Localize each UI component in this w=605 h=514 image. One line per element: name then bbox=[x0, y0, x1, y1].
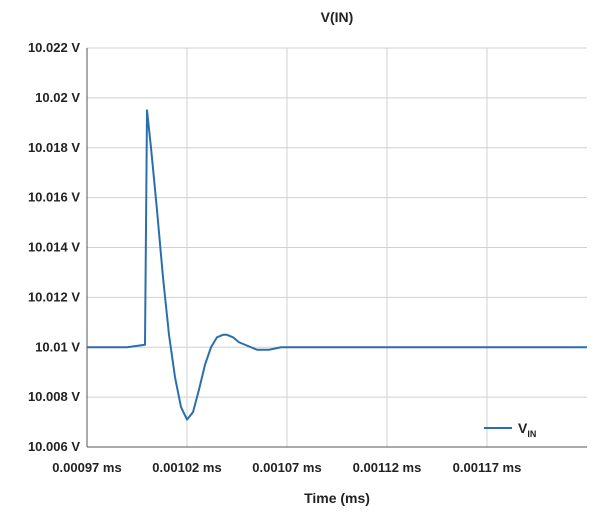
axes bbox=[86, 48, 587, 448]
y-tick-label: 10.018 V bbox=[28, 140, 80, 155]
series-layer bbox=[87, 109, 587, 421]
y-tick-label: 10.022 V bbox=[28, 40, 80, 55]
y-tick-label: 10.008 V bbox=[28, 389, 80, 404]
x-tick-label: 0.00102 ms bbox=[152, 460, 221, 475]
legend-label: VIN bbox=[518, 420, 536, 439]
y-tick-label: 10.016 V bbox=[28, 190, 80, 205]
chart-title: V(IN) bbox=[321, 9, 354, 25]
x-axis-title: Time (ms) bbox=[304, 490, 370, 506]
legend: VIN bbox=[484, 420, 536, 439]
grid bbox=[86, 47, 587, 448]
x-axis-ticks: 0.00097 ms 0.00102 ms 0.00107 ms 0.00112 ms… bbox=[52, 460, 521, 475]
y-tick-label: 10.012 V bbox=[28, 289, 80, 304]
x-tick-label: 0.00097 ms bbox=[52, 460, 121, 475]
y-tick-label: 10.02 V bbox=[35, 90, 80, 105]
legend-series-name: V bbox=[518, 420, 528, 436]
series-line-vin bbox=[87, 109, 587, 421]
y-tick-label: 10.01 V bbox=[35, 339, 80, 354]
y-axis-ticks: 10.006 V 10.008 V 10.01 V 10.012 V 10.014 V 1… bbox=[28, 40, 80, 454]
y-tick-label: 10.014 V bbox=[28, 240, 80, 255]
x-tick-label: 0.00117 ms bbox=[453, 460, 522, 475]
x-tick-label: 0.00107 ms bbox=[252, 460, 321, 475]
x-tick-label: 0.00112 ms bbox=[353, 460, 422, 475]
legend-series-subscript: IN bbox=[527, 429, 536, 439]
y-tick-label: 10.006 V bbox=[28, 439, 80, 454]
